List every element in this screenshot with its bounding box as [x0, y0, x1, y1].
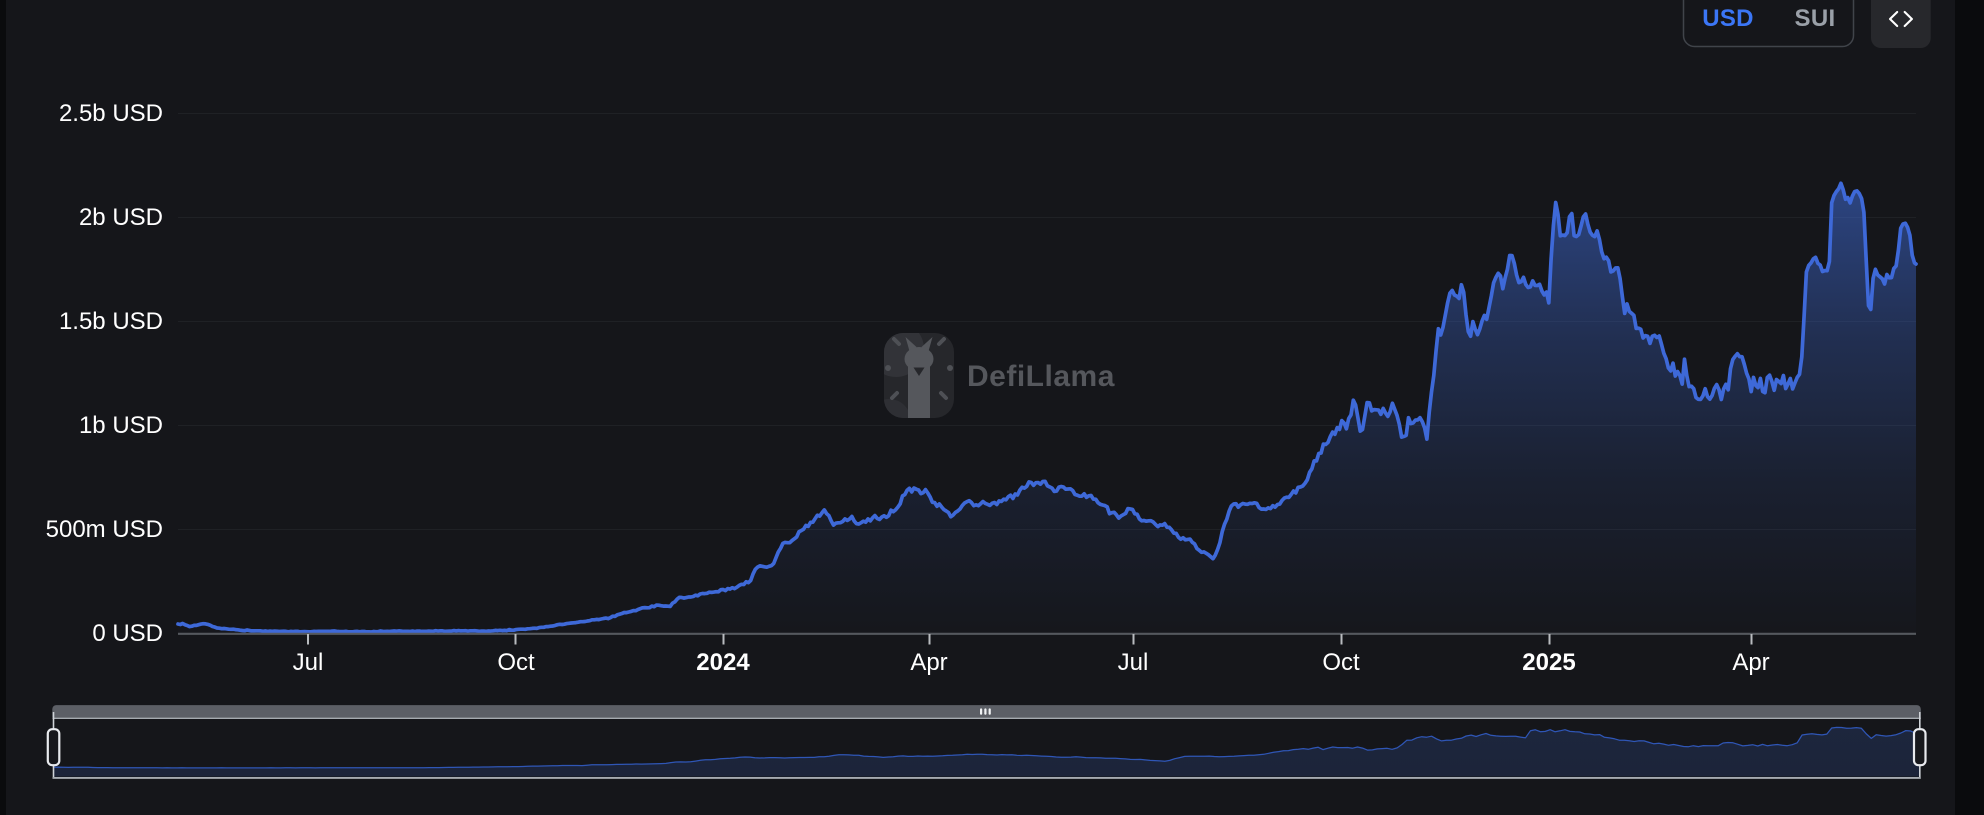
- svg-text:0 USD: 0 USD: [92, 620, 163, 647]
- svg-text:USD: USD: [1702, 5, 1754, 32]
- svg-text:500m USD: 500m USD: [46, 516, 163, 543]
- svg-text:2024: 2024: [696, 649, 750, 676]
- svg-text:Jul: Jul: [1118, 649, 1149, 676]
- svg-text:2.5b USD: 2.5b USD: [59, 100, 163, 127]
- svg-text:Oct: Oct: [497, 649, 535, 676]
- svg-text:Apr: Apr: [1732, 649, 1769, 676]
- svg-text:Jul: Jul: [293, 649, 324, 676]
- svg-text:2025: 2025: [1522, 649, 1575, 676]
- svg-text:2b USD: 2b USD: [79, 204, 163, 231]
- svg-text:SUI: SUI: [1795, 5, 1836, 32]
- svg-text:Apr: Apr: [910, 649, 947, 676]
- svg-text:Oct: Oct: [1322, 649, 1360, 676]
- svg-text:1b USD: 1b USD: [79, 412, 163, 439]
- svg-text:1.5b USD: 1.5b USD: [59, 308, 163, 335]
- svg-text:DefiLlama: DefiLlama: [967, 360, 1115, 393]
